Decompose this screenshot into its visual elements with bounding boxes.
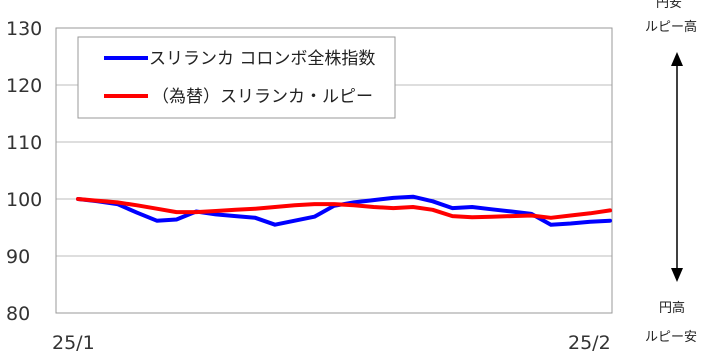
annotation-top-line1: 円安 xyxy=(656,0,683,11)
plot-frame xyxy=(55,27,613,314)
annotation-bottom-line1: 円高 xyxy=(659,301,686,316)
y-tick-label: 110 xyxy=(6,132,42,154)
y-tick-label: 100 xyxy=(6,189,42,211)
y-tick-label: 80 xyxy=(6,303,30,325)
x-tick-label: 25/2 xyxy=(568,332,611,353)
series-line-2 xyxy=(76,197,612,220)
direction-arrow xyxy=(671,52,683,282)
y-tick-label: 130 xyxy=(6,18,42,40)
y-tick-label: 120 xyxy=(6,75,42,97)
legend-box xyxy=(77,36,396,119)
y-tick-label: 90 xyxy=(6,246,30,268)
annotation-top-line2: ルピー高 xyxy=(645,20,698,35)
y-axis-ticks: 80 90 100 110 120 130 xyxy=(6,18,42,325)
x-tick-label: 25/1 xyxy=(52,332,95,353)
series-lines xyxy=(76,194,612,227)
legend-label: （為替）スリランカ・ルピー xyxy=(152,87,373,107)
legend-label: スリランカ コロンボ全株指数 xyxy=(149,49,375,69)
annotation-bottom-line2: ルピー安 xyxy=(645,330,698,345)
x-axis-ticks: 25/1 25/2 xyxy=(52,332,611,353)
legend: スリランカ コロンボ全株指数 （為替）スリランカ・ルピー xyxy=(77,36,396,119)
arrow-up-icon xyxy=(671,52,683,66)
arrow-down-icon xyxy=(671,268,683,282)
